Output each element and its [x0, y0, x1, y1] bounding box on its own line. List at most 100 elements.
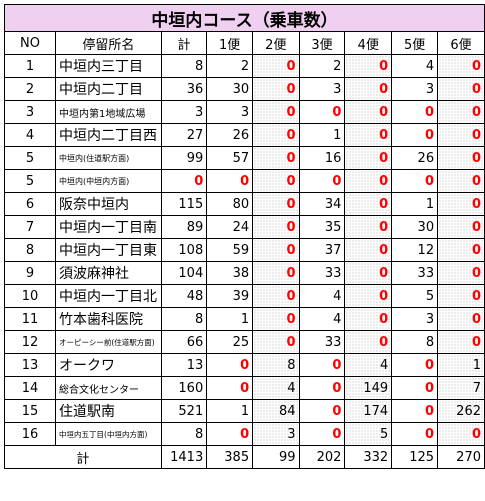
table-row: 7 中垣内一丁目南 89 24 0 35 0 30 0 — [3, 215, 485, 239]
row-number: 13 — [3, 353, 57, 377]
trip-6-count: 0 — [437, 146, 485, 170]
row-total: 13 — [160, 353, 208, 377]
trip-5-count: 0 — [391, 399, 439, 423]
row-number: 2 — [3, 77, 57, 101]
trip-1-count: 1 — [206, 307, 254, 331]
row-total: 89 — [160, 215, 208, 239]
header-row: NO 停留所名 計 1便 2便 3便 4便 5便 6便 — [3, 31, 485, 55]
trip-5-count: 4 — [391, 54, 439, 78]
table-row: 10 中垣内一丁目北 48 39 0 4 0 5 0 — [3, 284, 485, 308]
row-number: 11 — [3, 307, 57, 331]
trip-1-count: 39 — [206, 284, 254, 308]
trip-6-count: 0 — [437, 100, 485, 124]
table-row: 6 阪奈中垣内 115 80 0 34 0 1 0 — [3, 192, 485, 216]
trip-6-count: 7 — [437, 376, 485, 400]
stop-name: オークワ — [55, 353, 162, 377]
trip-1-total: 385 — [206, 445, 254, 469]
trip-3-count: 4 — [298, 284, 346, 308]
table-row: 15 住道駅南 521 1 84 0 174 0 262 — [3, 399, 485, 423]
trip-5-count: 12 — [391, 238, 439, 262]
trip-6-count: 0 — [437, 123, 485, 147]
trip-3-count: 33 — [298, 330, 346, 354]
trip-4-count: 0 — [344, 123, 393, 147]
trip-5-count: 0 — [391, 123, 439, 147]
trip-1-count: 0 — [206, 353, 254, 377]
trip-2-count: 0 — [252, 146, 300, 170]
trip-2-total: 99 — [252, 445, 300, 469]
trip-5-total: 125 — [391, 445, 439, 469]
grand-total: 1413 — [160, 445, 208, 469]
table-row: 1 中垣内三丁目 8 2 0 2 0 4 0 — [3, 54, 485, 78]
table-row: 11 竹本歯科医院 8 1 0 4 0 3 0 — [3, 307, 485, 331]
stop-name: 総合文化センター — [55, 376, 162, 400]
trip-1-count: 24 — [206, 215, 254, 239]
header-trip-5: 5便 — [391, 31, 439, 55]
row-total: 160 — [160, 376, 208, 400]
trip-5-count: 0 — [391, 100, 439, 124]
trip-6-count: 0 — [437, 169, 485, 193]
trip-5-count: 0 — [391, 169, 439, 193]
row-number: 8 — [3, 238, 57, 262]
trip-1-count: 59 — [206, 238, 254, 262]
trip-4-count: 0 — [344, 100, 393, 124]
ridership-table-container: 中垣内コース（乗車数） NO 停留所名 計 1便 2便 3便 4便 5便 6便 … — [3, 4, 485, 469]
row-total: 8 — [160, 307, 208, 331]
trip-4-count: 0 — [344, 54, 393, 78]
table-row: 2 中垣内二丁目 36 30 0 3 0 3 0 — [3, 77, 485, 101]
trip-2-count: 0 — [252, 100, 300, 124]
trip-4-count: 0 — [344, 261, 393, 285]
trip-2-count: 0 — [252, 192, 300, 216]
trip-3-count: 0 — [298, 422, 346, 446]
stop-name: 中垣内(住道駅方面) — [55, 146, 162, 170]
row-number: 6 — [3, 192, 57, 216]
trip-2-count: 0 — [252, 123, 300, 147]
trip-4-count: 0 — [344, 192, 393, 216]
trip-5-count: 33 — [391, 261, 439, 285]
row-number: 9 — [3, 261, 57, 285]
trip-6-count: 0 — [437, 330, 485, 354]
table-row: 4 中垣内二丁目西 27 26 0 1 0 0 0 — [3, 123, 485, 147]
row-number: 15 — [3, 399, 57, 423]
trip-3-count: 37 — [298, 238, 346, 262]
stop-name: 阪奈中垣内 — [55, 192, 162, 216]
trip-2-count: 8 — [252, 353, 300, 377]
trip-3-count: 34 — [298, 192, 346, 216]
trip-1-count: 57 — [206, 146, 254, 170]
trip-4-count: 0 — [344, 307, 393, 331]
trip-6-count: 0 — [437, 192, 485, 216]
trip-1-count: 30 — [206, 77, 254, 101]
row-number: 5 — [3, 169, 57, 193]
row-total: 104 — [160, 261, 208, 285]
row-total: 8 — [160, 422, 208, 446]
trip-1-count: 26 — [206, 123, 254, 147]
trip-1-count: 3 — [206, 100, 254, 124]
trip-4-count: 5 — [344, 422, 393, 446]
row-number: 3 — [3, 100, 57, 124]
trip-1-count: 38 — [206, 261, 254, 285]
trip-6-count: 0 — [437, 238, 485, 262]
trip-4-count: 0 — [344, 215, 393, 239]
table-row: 14 総合文化センター 160 0 4 0 149 0 7 — [3, 376, 485, 400]
stop-name: 竹本歯科医院 — [55, 307, 162, 331]
trip-2-count: 0 — [252, 77, 300, 101]
row-total: 3 — [160, 100, 208, 124]
trip-4-count: 0 — [344, 77, 393, 101]
trip-5-count: 3 — [391, 307, 439, 331]
header-trip-1: 1便 — [206, 31, 254, 55]
trip-2-count: 3 — [252, 422, 300, 446]
trip-3-count: 16 — [298, 146, 346, 170]
trip-3-count: 4 — [298, 307, 346, 331]
trip-4-count: 0 — [344, 330, 393, 354]
header-total: 計 — [160, 31, 208, 55]
stop-name: 中垣内二丁目 — [55, 77, 162, 101]
row-total: 521 — [160, 399, 208, 423]
row-total: 0 — [160, 169, 208, 193]
row-number: 10 — [3, 284, 57, 308]
row-total: 115 — [160, 192, 208, 216]
trip-1-count: 0 — [206, 376, 254, 400]
trip-1-count: 0 — [206, 422, 254, 446]
trip-4-count: 0 — [344, 146, 393, 170]
trip-6-count: 0 — [437, 284, 485, 308]
trip-4-count: 0 — [344, 238, 393, 262]
stop-name: 住道駅南 — [55, 399, 162, 423]
